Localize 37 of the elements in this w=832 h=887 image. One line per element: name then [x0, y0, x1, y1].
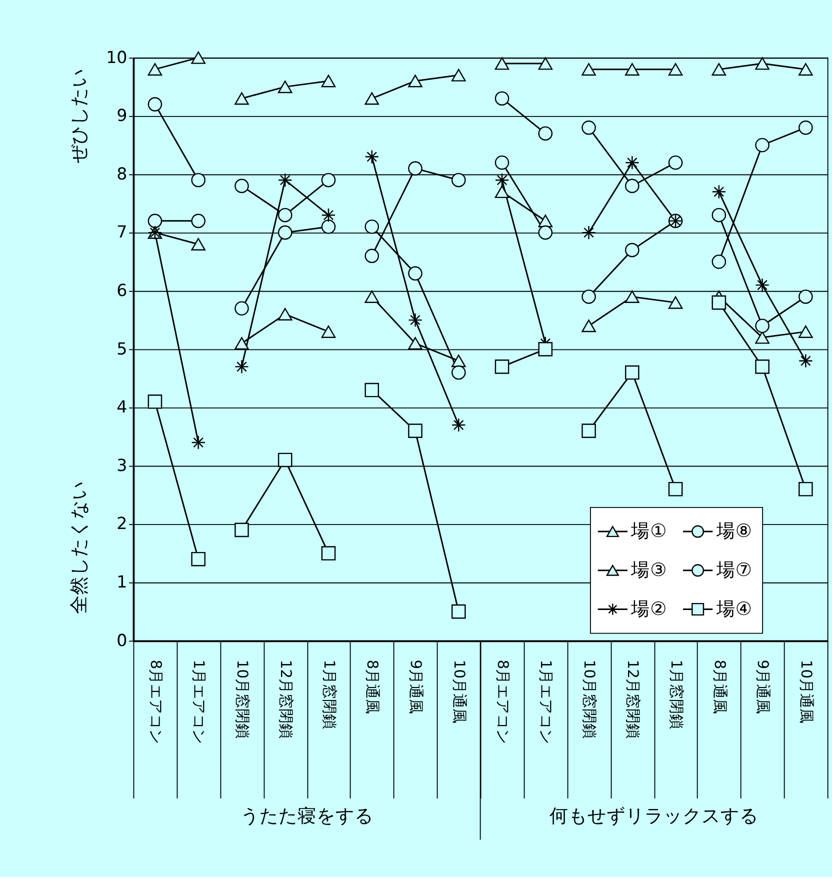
y-tick-label: 6 [116, 280, 128, 300]
x-tick-label: 8月エアコン [146, 660, 164, 744]
y-tick-label: 1 [116, 572, 128, 592]
legend-label: 場③ [630, 560, 667, 581]
x-tick-label: 10月通風 [450, 660, 468, 724]
legend-label: 場① [630, 521, 667, 542]
y-tick-label: 7 [116, 222, 128, 242]
x-tick-label: 10月窓閉鎖 [234, 660, 251, 739]
y-tick-label: 8 [116, 164, 128, 184]
x-tick-label: 9月通風 [407, 660, 424, 714]
text: 何もせずリラックスする [549, 806, 758, 828]
x-tick-label: 8月通風 [710, 660, 728, 714]
x-tick-label: 8月通風 [364, 660, 381, 714]
text: ぜひしたい [69, 68, 90, 164]
legend-label: 場⑧ [715, 521, 752, 542]
x-tick-label: 10月窓閉鎖 [580, 660, 598, 739]
x-tick-label: 8月エアコン [494, 660, 511, 744]
y-tick-label: 3 [116, 456, 128, 475]
y-tick-label: 0 [116, 630, 128, 650]
y-tick-label: 2 [116, 514, 128, 534]
x-tick-label: 1月窓閉鎖 [320, 660, 338, 730]
x-tick-label: 1月エアコン [537, 660, 554, 744]
y-tick-label: 4 [116, 398, 128, 417]
y-tick-label: 9 [116, 106, 128, 126]
y-tick-label: 10 [106, 48, 128, 67]
x-tick-label: 10月通風 [798, 660, 815, 724]
text: 全然したくない [69, 480, 90, 614]
legend-label: 場② [630, 598, 667, 620]
text: うたた寝をする [240, 805, 374, 828]
legend-label: 場④ [715, 598, 752, 620]
y-tick-label: 5 [116, 339, 128, 358]
x-tick-label: 9月通風 [754, 660, 772, 714]
legend-label: 場⑦ [715, 560, 752, 581]
x-tick-label: 12月窓閉鎖 [276, 660, 294, 739]
x-tick-label: 12月窓閉鎖 [624, 660, 641, 739]
x-tick-label: 1月窓閉鎖 [667, 660, 684, 730]
x-tick-label: 1月エアコン [190, 660, 208, 744]
